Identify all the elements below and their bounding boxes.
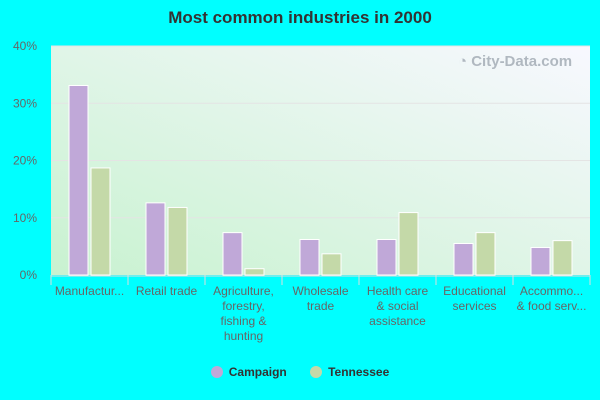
legend-item-campaign[interactable]: Campaign: [210, 365, 287, 379]
bar-tennessee: [321, 253, 342, 276]
bar-tennessee: [398, 212, 419, 276]
bar-tennessee: [552, 240, 573, 276]
bar-campaign: [299, 239, 320, 276]
x-category-label: trade: [307, 299, 335, 313]
bar-tennessee: [167, 206, 188, 276]
y-tick-label: 20%: [13, 154, 37, 168]
legend-swatch: [310, 366, 323, 378]
x-category-label: Educational: [443, 284, 506, 298]
y-tick-label: 0%: [20, 268, 38, 282]
x-category-label: & food serv...: [517, 299, 587, 313]
x-category-label: hunting: [224, 329, 263, 343]
bar-campaign: [530, 247, 551, 276]
bar-tennessee: [475, 232, 496, 276]
x-category-label: assistance: [369, 314, 426, 328]
legend: Campaign Tennessee: [0, 365, 600, 379]
legend-label: Tennessee: [328, 365, 390, 379]
y-tick-label: 30%: [13, 96, 37, 110]
legend-swatch: [210, 366, 223, 378]
legend-label: Campaign: [228, 365, 287, 379]
x-category-label: forestry,: [222, 299, 264, 313]
x-category-label: services: [452, 299, 496, 313]
x-category-label: Wholesale: [292, 284, 348, 298]
bar-campaign: [145, 202, 166, 276]
x-category-label: Agriculture,: [213, 284, 274, 298]
bar-campaign: [376, 239, 397, 276]
legend-item-tennessee[interactable]: Tennessee: [310, 365, 389, 379]
bar-campaign: [222, 232, 243, 276]
chart-title: Most common industries in 2000: [168, 8, 432, 27]
x-category-label: Retail trade: [136, 284, 198, 298]
x-category-label: Accommo...: [520, 284, 583, 298]
watermark-logo: ◔ City-Data.com: [458, 53, 573, 70]
x-category-label: fishing &: [220, 314, 266, 328]
x-category-label: Health care: [367, 284, 429, 298]
x-category-label: Manufactur...: [55, 284, 124, 298]
bar-tennessee: [244, 268, 265, 276]
y-tick-label: 40%: [13, 39, 37, 53]
bar-campaign: [68, 85, 89, 276]
bar-tennessee: [90, 167, 111, 276]
bar-campaign: [453, 243, 474, 276]
y-tick-label: 10%: [13, 211, 37, 225]
x-category-label: & social: [376, 299, 418, 313]
